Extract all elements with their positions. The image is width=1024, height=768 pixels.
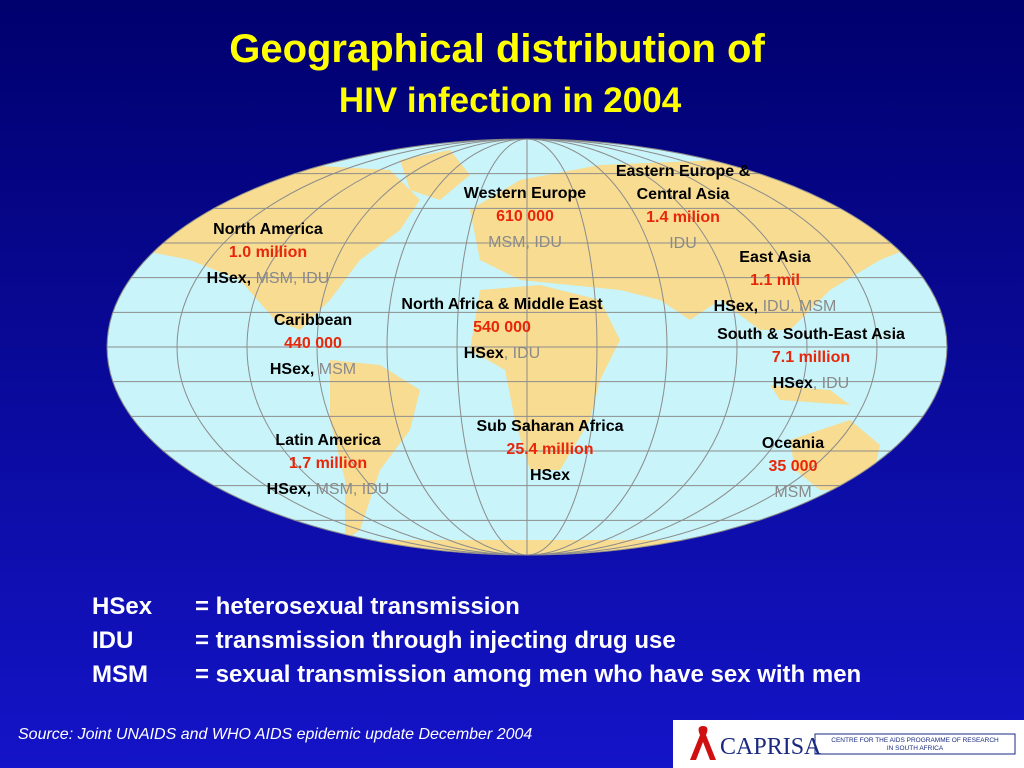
other-route: MSM, IDU (488, 234, 562, 251)
logo-text: CENTRE FOR THE AIDS PROGRAMME OF RESEARC… (831, 737, 999, 744)
other-route: MSM (319, 361, 356, 378)
legend-definition: = sexual transmission among men who have… (195, 661, 861, 688)
main-route: HSex (464, 345, 504, 362)
legend-term: IDU (92, 627, 133, 654)
source: Source: Joint UNAIDS and WHO AIDS epidem… (18, 726, 532, 743)
main-route: HSex, (267, 481, 311, 498)
region: North America 1.0 million HSex, MSM, IDU (207, 221, 330, 287)
logo: CAPRISA CENTRE FOR THE AIDS PROGRAMME OF… (673, 720, 1024, 768)
ribbon (690, 726, 716, 760)
main-route: HSex, (207, 270, 251, 287)
other-route: MSM, IDU (316, 481, 390, 498)
main-route: HSex, (270, 361, 314, 378)
region-count: 7.1 million (772, 349, 850, 366)
transmission: HSex, IDU, MSM (714, 298, 837, 315)
region: Latin America 1.7 million HSex, MSM, IDU (267, 432, 390, 498)
region-name: Caribbean (274, 312, 352, 329)
continent (770, 385, 850, 405)
region: Caribbean 440 000 HSex, MSM (270, 312, 356, 378)
region-name: Western Europe (464, 185, 587, 202)
legend: HSex = heterosexual transmission IDU = tran… (92, 593, 861, 688)
region-count: 1.7 million (289, 455, 367, 472)
region: Sub Saharan Africa 25.4 million HSex (476, 418, 623, 484)
title: HIV infection in 2004 (339, 81, 682, 120)
legend-term: HSex (92, 593, 153, 620)
region-count: 25.4 million (506, 441, 593, 458)
region-name: North Africa & Middle East (401, 296, 603, 313)
logo-box (673, 720, 1024, 768)
continent (470, 285, 620, 470)
continent (470, 160, 930, 330)
transmission: IDU (669, 235, 697, 252)
region-name: South & South-East Asia (717, 326, 905, 343)
region-count: 610 000 (496, 208, 554, 225)
region-count: 540 000 (473, 319, 531, 336)
region-name: Central Asia (637, 186, 730, 203)
main-route: HSex (530, 467, 570, 484)
graticule (107, 139, 947, 555)
transmission: HSex, MSM, IDU (267, 481, 390, 498)
legend-term: MSM (92, 661, 148, 688)
region: Oceania 35 000 MSM (762, 435, 824, 501)
region: Eastern Europe & Central Asia 1.4 milion ID… (616, 163, 751, 252)
transmission: HSex, MSM, IDU (207, 270, 330, 287)
region-count: 1.1 mil (750, 272, 800, 289)
region-count: 1.4 milion (646, 209, 720, 226)
transmission: HSex (530, 467, 570, 484)
other-route: MSM, IDU (256, 270, 330, 287)
legend-definition: = transmission through injecting drug us… (195, 627, 676, 654)
other-route: IDU, MSM (763, 298, 837, 315)
other-route: , IDU (504, 345, 540, 362)
region: Western Europe 610 000 MSM, IDU (464, 185, 587, 251)
continent (380, 540, 700, 555)
transmission: HSex, IDU (773, 375, 849, 392)
region-name: Oceania (762, 435, 824, 452)
region-name: North America (213, 221, 323, 238)
region: North Africa & Middle East 540 000 HSex, I… (401, 296, 603, 362)
main-route: HSex, (714, 298, 758, 315)
continent (400, 150, 470, 200)
transmission: MSM (774, 484, 811, 501)
legend-definition: = heterosexual transmission (195, 593, 520, 620)
continent (790, 420, 880, 490)
other-route: IDU (669, 235, 697, 252)
region-name: Eastern Europe & (616, 163, 751, 180)
region-name: Sub Saharan Africa (476, 418, 623, 435)
other-route: MSM (774, 484, 811, 501)
main-route: HSex (773, 375, 813, 392)
logo-name: CAPRISA (720, 734, 822, 760)
logo-frame (814, 733, 1016, 755)
region-count: 440 000 (284, 335, 342, 352)
region-count: 35 000 (769, 458, 818, 475)
transmission: HSex, IDU (464, 345, 540, 362)
title: Geographical distribution of (229, 27, 765, 71)
logo-text: IN SOUTH AFRICA (887, 745, 944, 752)
region-name: East Asia (739, 249, 811, 266)
continent (330, 360, 420, 540)
world-map (106, 138, 948, 556)
other-route: , IDU (813, 375, 849, 392)
region: East Asia 1.1 mil HSex, IDU, MSM (714, 249, 837, 315)
region-count: 1.0 million (229, 244, 307, 261)
transmission: HSex, MSM (270, 361, 356, 378)
region-name: Latin America (275, 432, 380, 449)
transmission: MSM, IDU (488, 234, 562, 251)
region: South & South-East Asia 7.1 million HSex, … (717, 326, 905, 392)
